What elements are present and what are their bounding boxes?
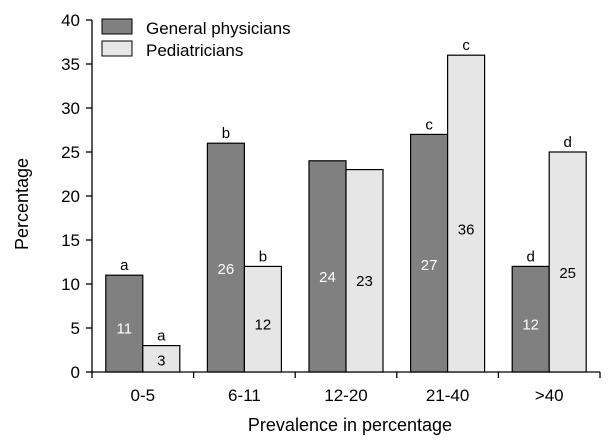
significance-letter-pediatricians-21-40: c bbox=[462, 37, 470, 54]
bar-general-physicians-12-20 bbox=[308, 160, 347, 373]
bar-general-physicians-0-5 bbox=[105, 274, 144, 373]
x-tick-label-21-40: 21-40 bbox=[426, 386, 469, 405]
y-tick-label-15: 15 bbox=[61, 231, 80, 250]
significance-letter-pediatricians->40: d bbox=[564, 134, 572, 151]
significance-letter-pediatricians-6-11: b bbox=[259, 248, 267, 265]
value-label-pediatricians-6-11: 12 bbox=[255, 316, 272, 333]
x-tick-label-6-11: 6-11 bbox=[228, 386, 261, 405]
significance-letter-general-physicians->40: d bbox=[527, 248, 535, 265]
significance-letter-general-physicians-6-11: b bbox=[222, 125, 230, 142]
bar-pediatricians-21-40 bbox=[447, 54, 486, 373]
y-tick-label-35: 35 bbox=[61, 55, 80, 74]
legend-swatch-general-physicians bbox=[101, 18, 133, 35]
x-tick-label-12-20: 12-20 bbox=[324, 386, 367, 405]
bar-pediatricians->40 bbox=[548, 151, 587, 373]
value-label-general-physicians-6-11: 26 bbox=[218, 261, 235, 278]
y-tick-label-20: 20 bbox=[61, 187, 80, 206]
significance-letter-pediatricians-0-5: a bbox=[157, 328, 166, 345]
value-label-general-physicians-12-20: 24 bbox=[319, 269, 336, 286]
y-tick-label-30: 30 bbox=[61, 99, 80, 118]
bar-general-physicians-21-40 bbox=[410, 133, 449, 373]
legend-label-general-physicians: General physicians bbox=[146, 19, 291, 38]
value-label-pediatricians->40: 25 bbox=[559, 265, 576, 282]
x-tick-label-0-5: 0-5 bbox=[131, 386, 156, 405]
y-tick-label-40: 40 bbox=[61, 11, 80, 30]
y-tick-label-25: 25 bbox=[61, 143, 80, 162]
significance-letter-general-physicians-21-40: c bbox=[425, 116, 433, 133]
value-label-general-physicians-21-40: 27 bbox=[421, 257, 438, 274]
bar-pediatricians-6-11 bbox=[243, 265, 282, 373]
y-axis-label: Percentage bbox=[12, 158, 32, 250]
value-label-general-physicians-0-5: 11 bbox=[117, 320, 133, 337]
y-tick-label-0: 0 bbox=[71, 363, 80, 382]
x-tick-label->40: >40 bbox=[535, 386, 564, 405]
x-axis-label: Prevalence in percentage bbox=[248, 415, 452, 435]
significance-letter-general-physicians-0-5: a bbox=[120, 257, 129, 274]
y-tick-label-5: 5 bbox=[71, 319, 80, 338]
value-label-general-physicians->40: 12 bbox=[522, 316, 539, 333]
legend-label-pediatricians: Pediatricians bbox=[146, 41, 243, 60]
value-label-pediatricians-0-5: 3 bbox=[157, 353, 165, 370]
legend-swatch-pediatricians bbox=[101, 40, 133, 57]
plot-area: 0 5 10 15 20 25 30 35 40 0-5 6-11 12-20 21-40 >40 11 a 3… bbox=[61, 11, 601, 405]
bar-general-physicians-6-11 bbox=[206, 142, 245, 373]
bar-pediatricians-0-5 bbox=[142, 345, 181, 373]
value-label-pediatricians-21-40: 36 bbox=[458, 221, 475, 238]
legend: General physicians Pediatricians bbox=[101, 18, 291, 60]
y-tick-label-10: 10 bbox=[61, 275, 80, 294]
value-label-pediatricians-12-20: 23 bbox=[356, 273, 373, 290]
bar-pediatricians-12-20 bbox=[345, 169, 384, 373]
